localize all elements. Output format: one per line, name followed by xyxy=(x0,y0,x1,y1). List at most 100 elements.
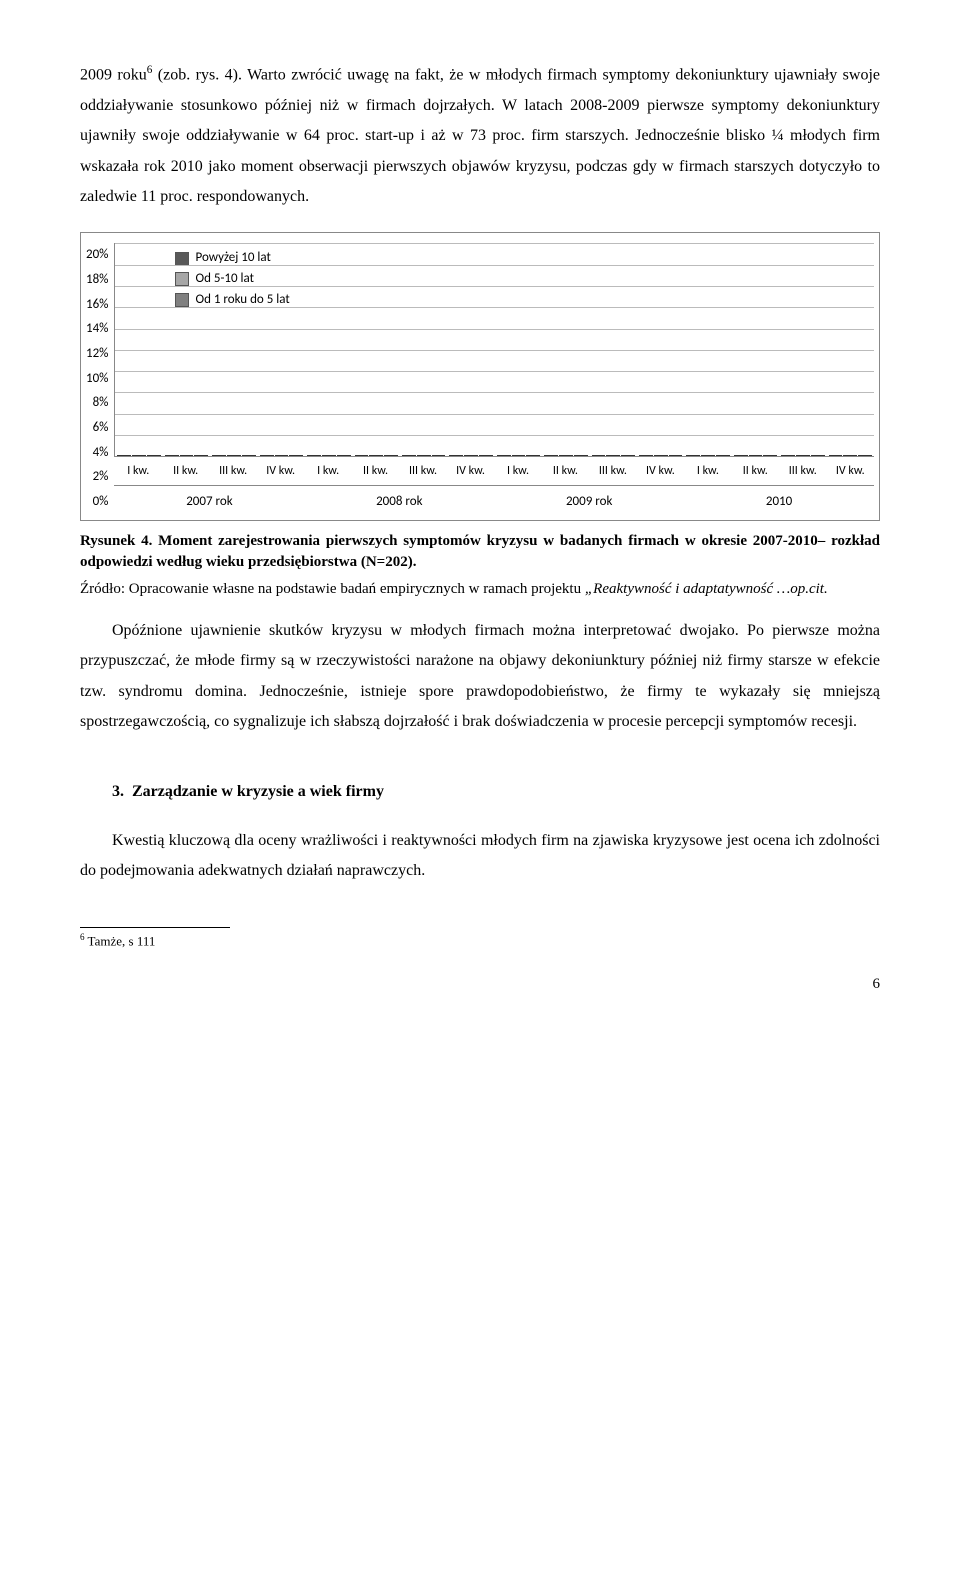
x-tick: IV kw. xyxy=(447,457,494,483)
bar xyxy=(781,455,795,456)
bar xyxy=(227,455,241,456)
year-label: 2008 rok xyxy=(304,485,494,515)
bar xyxy=(574,455,588,456)
bar xyxy=(449,455,463,456)
bar xyxy=(132,455,146,456)
bar xyxy=(275,455,289,456)
bar xyxy=(402,455,416,456)
x-tick: II kw. xyxy=(352,457,399,483)
bar xyxy=(322,455,336,456)
x-tick: III kw. xyxy=(209,457,256,483)
bar xyxy=(497,455,511,456)
bar xyxy=(432,455,446,456)
bar-group xyxy=(779,455,826,456)
bar xyxy=(763,455,777,456)
bar xyxy=(749,455,763,456)
bar-group xyxy=(637,455,684,456)
x-axis-years: 2007 rok2008 rok2009 rok2010 xyxy=(114,485,874,515)
bar xyxy=(180,455,194,456)
bar xyxy=(212,455,226,456)
x-tick: III kw. xyxy=(399,457,446,483)
y-tick: 2% xyxy=(86,465,108,490)
p1-text-a: 2009 roku xyxy=(80,66,147,83)
year-label: 2010 xyxy=(684,485,874,515)
bar xyxy=(796,455,810,456)
bar xyxy=(686,455,700,456)
x-tick: I kw. xyxy=(114,457,161,483)
bar xyxy=(811,455,825,456)
section-title: Zarządzanie w kryzysie a wiek firmy xyxy=(132,783,384,800)
bar xyxy=(592,455,606,456)
paragraph-1: 2009 roku6 (zob. rys. 4). Warto zwrócić … xyxy=(80,60,880,212)
bar xyxy=(307,455,321,456)
bar xyxy=(337,455,351,456)
bar-group xyxy=(258,455,305,456)
footnote-text: Tamże, s 111 xyxy=(85,933,156,948)
y-tick: 6% xyxy=(86,416,108,441)
bar xyxy=(734,455,748,456)
plot-area: Powyżej 10 latOd 5-10 latOd 1 roku do 5 … xyxy=(114,243,874,457)
bar xyxy=(165,455,179,456)
paragraph-3: Kwestią kluczową dla oceny wrażliwości i… xyxy=(80,826,880,887)
p3-text: Kwestią kluczową dla oceny wrażliwości i… xyxy=(80,832,880,879)
bar xyxy=(701,455,715,456)
x-tick: II kw. xyxy=(162,457,209,483)
y-tick: 18% xyxy=(86,268,108,293)
bar xyxy=(559,455,573,456)
y-tick: 8% xyxy=(86,391,108,416)
bar xyxy=(464,455,478,456)
figure-source: Źródło: Opracowanie własne na podstawie … xyxy=(80,579,880,600)
x-tick: I kw. xyxy=(684,457,731,483)
bar xyxy=(512,455,526,456)
bar xyxy=(654,455,668,456)
section-heading: 3. Zarządzanie w kryzysie a wiek firmy xyxy=(80,777,880,807)
bar xyxy=(117,455,131,456)
bar xyxy=(621,455,635,456)
y-tick: 14% xyxy=(86,317,108,342)
figure-4-chart: 20%18%16%14%12%10%8%6%4%2%0% Powyżej 10 … xyxy=(80,232,880,521)
bars-container xyxy=(115,243,874,456)
bar xyxy=(147,455,161,456)
x-axis-quarters: I kw.II kw.III kw.IV kw.I kw.II kw.III k… xyxy=(114,457,874,483)
bar xyxy=(843,455,857,456)
x-tick: II kw. xyxy=(542,457,589,483)
paragraph-2: Opóźnione ujawnienie skutków kryzysu w m… xyxy=(80,616,880,738)
year-label: 2007 rok xyxy=(114,485,304,515)
bar-group xyxy=(400,455,447,456)
bar xyxy=(355,455,369,456)
bar xyxy=(639,455,653,456)
y-tick: 4% xyxy=(86,441,108,466)
x-tick: IV kw. xyxy=(637,457,684,483)
bar-group xyxy=(827,455,874,456)
bar xyxy=(716,455,730,456)
bar-group xyxy=(590,455,637,456)
bar xyxy=(289,455,303,456)
bar xyxy=(369,455,383,456)
bar xyxy=(242,455,256,456)
y-tick: 10% xyxy=(86,367,108,392)
x-tick: I kw. xyxy=(494,457,541,483)
y-tick: 12% xyxy=(86,342,108,367)
bar-group xyxy=(210,455,257,456)
x-tick: IV kw. xyxy=(827,457,874,483)
page-number: 6 xyxy=(80,970,880,999)
bar xyxy=(858,455,872,456)
y-tick: 20% xyxy=(86,243,108,268)
figure-caption: Rysunek 4. Moment zarejestrowania pierws… xyxy=(80,531,880,573)
bar xyxy=(544,455,558,456)
bar-group xyxy=(305,455,352,456)
bar xyxy=(417,455,431,456)
source-italic: „Reaktywność i adaptatywność …op.cit. xyxy=(585,581,828,597)
year-label: 2009 rok xyxy=(494,485,684,515)
bar xyxy=(669,455,683,456)
x-tick: III kw. xyxy=(779,457,826,483)
bar xyxy=(526,455,540,456)
y-tick: 16% xyxy=(86,293,108,318)
bar xyxy=(384,455,398,456)
bar-group xyxy=(447,455,494,456)
bar xyxy=(194,455,208,456)
y-tick: 0% xyxy=(86,490,108,515)
bar-group xyxy=(115,455,162,456)
bar-group xyxy=(732,455,779,456)
bar xyxy=(606,455,620,456)
